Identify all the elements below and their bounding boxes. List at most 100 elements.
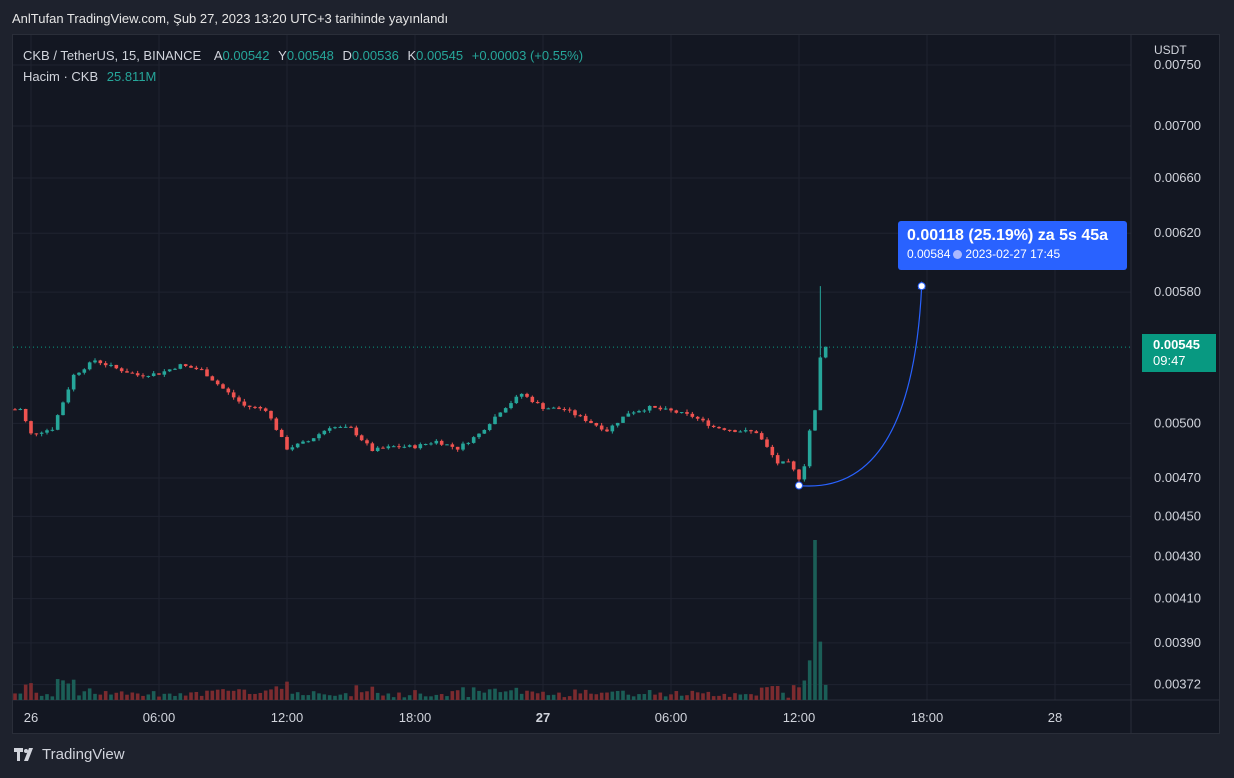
publish-info: AnlTufan TradingView.com, Şub 27, 2023 1… bbox=[12, 11, 449, 26]
legend-close-label: K bbox=[407, 48, 417, 63]
candle-body bbox=[637, 411, 641, 413]
volume-bar bbox=[765, 687, 769, 700]
candle-body bbox=[93, 360, 97, 363]
candle-body bbox=[679, 412, 684, 414]
volume-bar bbox=[589, 693, 593, 700]
candle-body bbox=[583, 415, 588, 421]
candle-body bbox=[141, 375, 145, 377]
candle-body bbox=[354, 427, 359, 436]
volume-bar bbox=[317, 693, 321, 700]
candle-body bbox=[626, 413, 631, 417]
volume-bar bbox=[701, 693, 705, 700]
candle-body bbox=[87, 362, 92, 370]
candle-body bbox=[55, 415, 60, 430]
time-tick-label: 12:00 bbox=[783, 710, 816, 725]
volume-bar bbox=[167, 693, 172, 700]
candle-body bbox=[349, 426, 353, 428]
candle-body bbox=[749, 430, 753, 432]
candle-body bbox=[567, 409, 572, 411]
volume-bar bbox=[509, 690, 513, 700]
candle-body bbox=[386, 446, 391, 449]
volume-bar bbox=[391, 697, 396, 700]
volume-bar bbox=[338, 694, 343, 700]
volume-bar bbox=[562, 697, 567, 700]
candle-body bbox=[455, 446, 460, 450]
volume-bar bbox=[23, 684, 28, 700]
volume-bar bbox=[445, 696, 449, 700]
candle-body bbox=[717, 426, 721, 429]
volume-bar bbox=[34, 692, 39, 700]
volume-bar bbox=[386, 693, 391, 700]
last-price-value: 0.00545 bbox=[1153, 337, 1200, 352]
volume-bar bbox=[706, 691, 711, 700]
price-range-arc bbox=[798, 286, 923, 487]
volume-bar bbox=[818, 641, 823, 700]
price-range-target-time: 2023-02-27 17:45 bbox=[965, 247, 1061, 261]
candle-body bbox=[434, 440, 439, 444]
volume-bar bbox=[610, 691, 615, 700]
volume-bar bbox=[775, 686, 780, 700]
tradingview-brand[interactable]: TradingView bbox=[14, 746, 125, 763]
brand-name: TradingView bbox=[42, 746, 125, 763]
clock-icon bbox=[953, 250, 963, 259]
volume-bar bbox=[221, 689, 225, 700]
candle-body bbox=[818, 357, 823, 411]
candle-body bbox=[573, 410, 577, 416]
candle-body bbox=[669, 408, 673, 411]
legend-open-value: 0.00542 bbox=[222, 48, 270, 63]
volume-bar bbox=[498, 692, 503, 700]
volume-bar bbox=[18, 693, 23, 700]
volume-bar bbox=[173, 695, 177, 700]
candle-body bbox=[759, 433, 764, 440]
volume-bar bbox=[381, 695, 385, 700]
candle-body bbox=[578, 415, 583, 417]
volume-bar bbox=[519, 693, 524, 700]
time-tick-label: 28 bbox=[1048, 710, 1062, 725]
candle-body bbox=[311, 438, 316, 442]
volume-bar bbox=[802, 680, 807, 700]
candle-body bbox=[301, 441, 305, 444]
candle-body bbox=[589, 420, 593, 424]
candle-body bbox=[733, 430, 737, 432]
volume-bar bbox=[647, 690, 652, 700]
candle-body bbox=[13, 409, 17, 411]
candle-body bbox=[487, 424, 492, 430]
volume-bar bbox=[279, 688, 284, 700]
candle-body bbox=[642, 410, 647, 412]
price-range-tooltip[interactable]: 0.00118 (25.19%) za 5s 45a 0.00584 2023-0… bbox=[898, 221, 1127, 270]
chart-pane[interactable]: 0.00750 0.00700 0.00660 0.00620 0.00580 0.005… bbox=[12, 34, 1220, 734]
candle-body bbox=[242, 401, 247, 406]
volume-bar bbox=[141, 695, 145, 700]
legend-symbol[interactable]: CKB / TetherUS, 15, BINANCE bbox=[23, 48, 202, 63]
candle-body bbox=[738, 431, 743, 433]
volume-bar bbox=[477, 690, 481, 700]
volume-bar bbox=[125, 694, 129, 700]
candle-body bbox=[18, 408, 23, 410]
candle-body bbox=[754, 431, 759, 434]
candle-body bbox=[594, 423, 599, 426]
time-tick-label: 18:00 bbox=[399, 710, 432, 725]
volume-bar bbox=[370, 686, 375, 700]
legend-volume-label[interactable]: Hacim · CKB bbox=[23, 69, 99, 84]
time-tick-label: 26 bbox=[24, 710, 38, 725]
volume-bar bbox=[733, 693, 737, 700]
price-scale-currency[interactable]: USDT bbox=[1154, 43, 1187, 57]
candle-body bbox=[546, 408, 551, 410]
chart-canvas[interactable]: 0.00750 0.00700 0.00660 0.00620 0.00580 0.005… bbox=[13, 35, 1219, 733]
candle-body bbox=[743, 430, 748, 432]
volume-bar bbox=[466, 696, 471, 700]
candle-body bbox=[231, 392, 236, 398]
price-tick-label: 0.00430 bbox=[1154, 549, 1201, 564]
candle-body bbox=[541, 403, 545, 409]
candle-body bbox=[727, 429, 732, 431]
legend-high-label: Y bbox=[278, 48, 287, 63]
volume-bar bbox=[135, 693, 140, 700]
price-tick-label: 0.00470 bbox=[1154, 470, 1201, 485]
time-tick-label: 18:00 bbox=[911, 710, 944, 725]
volume-bar bbox=[327, 695, 332, 700]
volume-bar bbox=[194, 691, 199, 700]
volume-bar bbox=[455, 690, 460, 700]
volume-bar bbox=[503, 691, 508, 700]
candle-body bbox=[557, 407, 561, 410]
candle-body bbox=[269, 410, 273, 419]
